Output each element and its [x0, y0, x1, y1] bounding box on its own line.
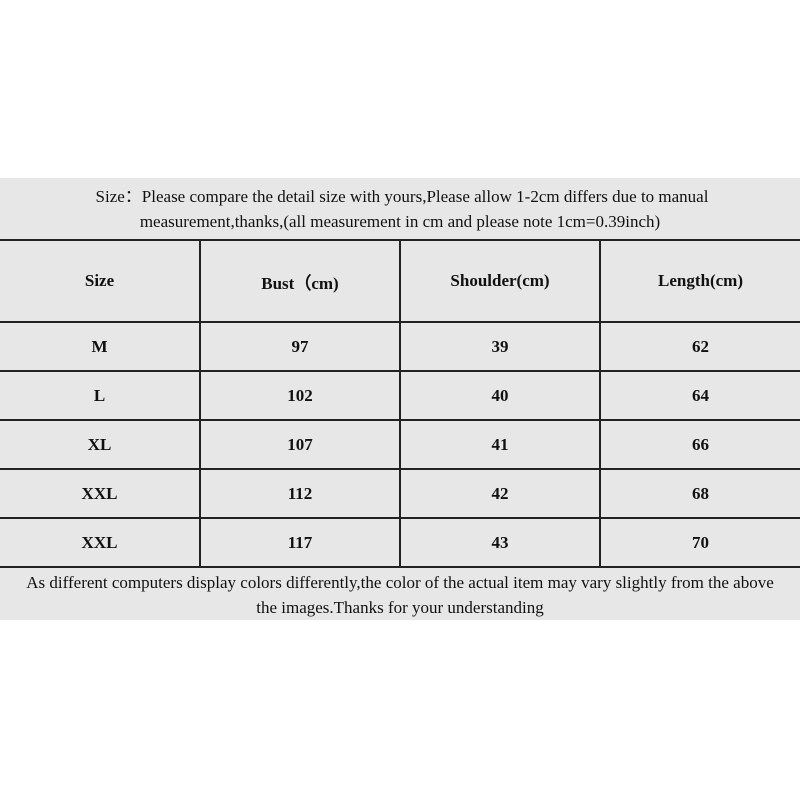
- table-row: M 97 39 62: [0, 321, 800, 372]
- cell-bust: 117: [199, 517, 401, 568]
- size-chart: Size：Please compare the detail size with…: [0, 178, 800, 620]
- cell-size: XXL: [0, 468, 201, 519]
- cell-bust: 107: [199, 419, 401, 470]
- cell-shoulder: 41: [399, 419, 601, 470]
- note-line-1: Size：Please compare the detail size with…: [95, 187, 709, 206]
- note-line-2: measurement,thanks,(all measurement in c…: [139, 212, 661, 231]
- header-shoulder: Shoulder(cm): [399, 239, 601, 323]
- cell-length: 70: [599, 517, 800, 568]
- table-row: XL 107 41 66: [0, 419, 800, 470]
- color-disclaimer: As different computers display colors di…: [0, 566, 800, 620]
- cell-length: 68: [599, 468, 800, 519]
- size-table: Size Bust（cm) Shoulder(cm) Length(cm) M …: [0, 239, 800, 568]
- cell-size: XXL: [0, 517, 201, 568]
- cell-length: 64: [599, 370, 800, 421]
- cell-length: 62: [599, 321, 800, 372]
- cell-shoulder: 42: [399, 468, 601, 519]
- cell-bust: 112: [199, 468, 401, 519]
- size-note: Size：Please compare the detail size with…: [0, 178, 800, 239]
- cell-shoulder: 40: [399, 370, 601, 421]
- cell-size: XL: [0, 419, 201, 470]
- footer-line-1: As different computers display colors di…: [26, 573, 774, 592]
- header-bust: Bust（cm): [199, 239, 401, 323]
- table-row: L 102 40 64: [0, 370, 800, 421]
- footer-line-2: the images.Thanks for your understanding: [256, 598, 544, 617]
- table-row: XXL 112 42 68: [0, 468, 800, 519]
- header-length: Length(cm): [599, 239, 800, 323]
- cell-size: L: [0, 370, 201, 421]
- cell-shoulder: 43: [399, 517, 601, 568]
- cell-bust: 97: [199, 321, 401, 372]
- table-header-row: Size Bust（cm) Shoulder(cm) Length(cm): [0, 239, 800, 323]
- cell-size: M: [0, 321, 201, 372]
- cell-length: 66: [599, 419, 800, 470]
- header-size: Size: [0, 239, 201, 323]
- cell-bust: 102: [199, 370, 401, 421]
- table-row: XXL 117 43 70: [0, 517, 800, 568]
- cell-shoulder: 39: [399, 321, 601, 372]
